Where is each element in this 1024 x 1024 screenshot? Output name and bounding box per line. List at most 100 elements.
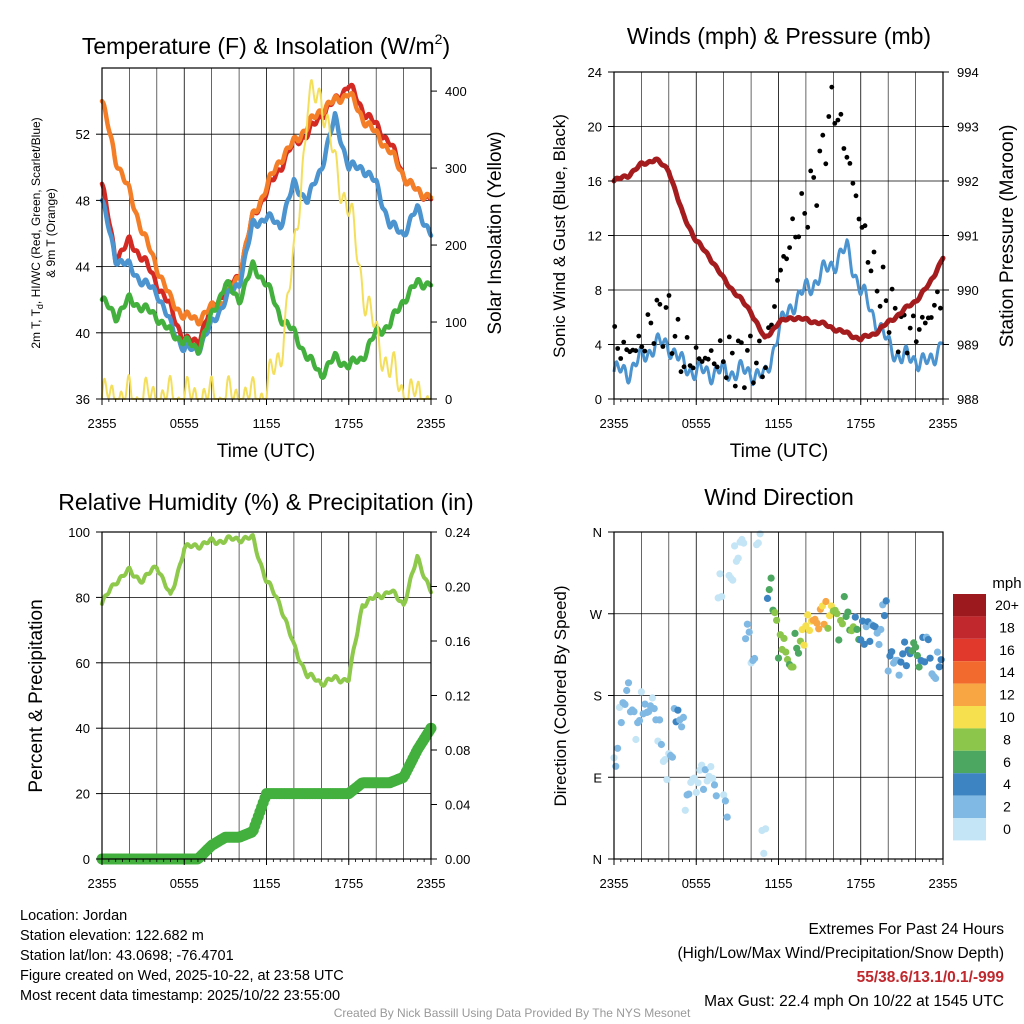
gust-point: [778, 267, 783, 273]
direction-point: [765, 586, 773, 594]
extremes-info: Extremes For Past 24 Hours (High/Low/Max…: [678, 918, 1005, 1014]
gust-point: [904, 350, 910, 356]
colorbar-swatch: [953, 818, 986, 841]
colorbar-label: 10: [999, 709, 1015, 725]
gust-point: [696, 356, 702, 362]
wdir-xtick-label: 1155: [765, 876, 793, 891]
series-line-station-pressure: [611, 156, 946, 343]
wdir-ytick-label: N: [593, 525, 602, 540]
direction-point: [932, 674, 940, 683]
colorbar-label: 4: [1003, 776, 1011, 792]
direction-point: [888, 648, 896, 656]
colorbar-swatch: [953, 683, 986, 706]
gust-point: [717, 338, 723, 344]
direction-point: [612, 762, 620, 770]
gust-point: [678, 369, 684, 375]
wdir-ytick-label: E: [593, 770, 602, 785]
gust-point: [886, 330, 892, 335]
rh-ytick-label: 40: [76, 721, 90, 736]
gust-point: [705, 356, 711, 362]
direction-point: [663, 776, 671, 784]
gust-point: [742, 385, 747, 391]
wdir-axes: 2355 0555 1155 1755 2355 N E S W N: [590, 525, 958, 891]
extremes-title: Extremes For Past 24 Hours: [808, 921, 1004, 938]
gust-point: [820, 132, 826, 138]
direction-point: [805, 626, 814, 635]
gust-point: [642, 348, 648, 354]
direction-point: [935, 663, 943, 671]
gust-point: [856, 216, 862, 222]
direction-point: [789, 663, 797, 671]
gust-point: [723, 375, 729, 381]
rh-ytick-label: 20: [76, 787, 90, 802]
max-gust: Max Gust: 22.4 mph On 10/22 at 1545 UTC: [704, 993, 1004, 1010]
temp-xtick-label: 1155: [253, 416, 281, 431]
rh-ylabel: Percent & Precipitation: [26, 599, 47, 792]
colorbar-label: 0: [1003, 821, 1011, 837]
gust-point: [639, 344, 645, 350]
direction-point: [624, 679, 633, 687]
direction-point: [791, 629, 799, 638]
wind-xtick-label: 1155: [765, 416, 793, 431]
gust-point: [805, 224, 811, 230]
gust-point: [787, 245, 792, 251]
precip-ytick-label: 0.20: [445, 580, 470, 595]
temperature-xlabel: Time (UTC): [217, 441, 316, 462]
direction-point: [915, 663, 923, 671]
direction-point: [763, 594, 772, 603]
wind-ytick-label: 4: [595, 338, 602, 353]
direction-point: [617, 719, 625, 727]
gust-point: [868, 268, 874, 274]
direction-point: [641, 700, 649, 708]
series-line-relative-humidity: [100, 533, 433, 688]
temp-ytick-label: 40: [76, 326, 90, 341]
direction-point: [762, 825, 770, 833]
gust-point: [645, 312, 651, 317]
direction-point: [661, 756, 669, 764]
wind-ytick-label: 12: [588, 229, 602, 244]
direction-point: [901, 638, 909, 646]
rh-xtick-label: 2355: [417, 876, 446, 891]
wind-xtick-label: 0555: [682, 416, 711, 431]
direction-point: [937, 656, 945, 664]
gust-point: [826, 114, 832, 119]
direction-point: [771, 609, 779, 617]
gust-point: [880, 264, 886, 270]
series-line-sonic-wind: [612, 238, 945, 387]
direction-point: [723, 813, 731, 821]
station-latlon: Station lat/lon: 43.0698; -76.4701: [20, 948, 234, 964]
wind-xtick-label: 2355: [600, 416, 629, 431]
gust-point: [932, 302, 937, 308]
direction-point: [866, 637, 874, 646]
gust-point: [657, 301, 663, 307]
colorbar-swatch: [953, 773, 986, 796]
wind-ytick-label: 20: [588, 120, 602, 135]
series-line-td: [99, 259, 434, 380]
direction-point: [712, 792, 720, 800]
direction-point: [630, 708, 638, 716]
direction-point: [899, 650, 907, 658]
gust-point: [919, 314, 925, 320]
series-line-9m-t: [99, 90, 434, 327]
direction-point: [635, 717, 644, 725]
direction-point: [699, 785, 708, 794]
direction-point: [800, 641, 808, 649]
direction-point: [822, 597, 830, 606]
temperature-ylabel-line2: & 9m T (Orange): [44, 188, 58, 278]
direction-point: [858, 617, 867, 625]
extremes-subtitle: (High/Low/Max Wind/Precipitation/Snow De…: [677, 945, 1005, 962]
gust-point: [935, 289, 940, 295]
colorbar-swatch: [953, 594, 986, 617]
insolation-ytick-label: 100: [445, 315, 467, 330]
temperature-series: [99, 79, 434, 400]
gust-point: [808, 168, 814, 174]
direction-point: [740, 539, 748, 547]
direction-point: [656, 716, 664, 724]
gust-point: [850, 180, 856, 186]
direction-point: [674, 706, 682, 714]
direction-point: [794, 649, 803, 657]
temp-xtick-label: 2355: [417, 416, 446, 431]
wdir-grid: [614, 532, 943, 859]
gust-point: [877, 303, 883, 309]
gust-point: [799, 191, 805, 196]
